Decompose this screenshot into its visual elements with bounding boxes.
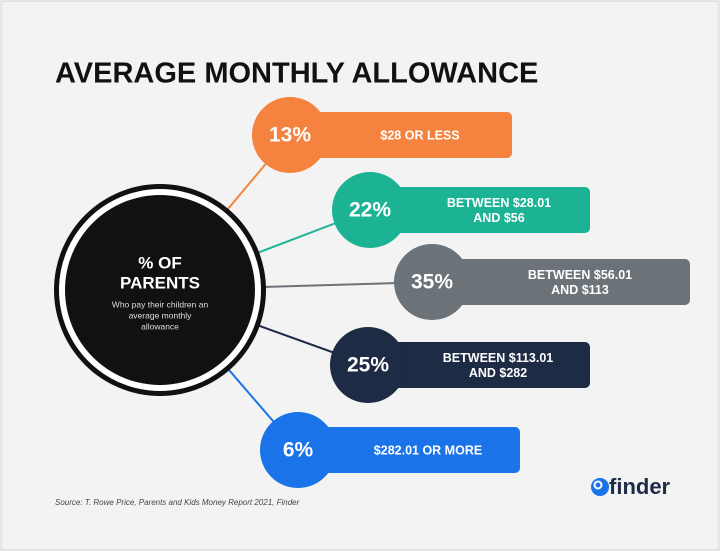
percent: 25%: [347, 354, 389, 377]
center-circle: [65, 195, 255, 385]
range-label: $28 OR LESS: [380, 128, 459, 142]
percent-circle: [394, 244, 470, 320]
logo-icon-glass: [593, 480, 603, 490]
percent-circle: [260, 412, 336, 488]
percent-circle: [252, 97, 328, 173]
range-label: $282.01 OR MORE: [374, 443, 482, 457]
pill: [432, 259, 690, 305]
range-label: BETWEEN $56.01: [528, 268, 632, 282]
percent-circle: [330, 327, 406, 403]
percent-circle: [332, 172, 408, 248]
range-label: AND $282: [469, 366, 527, 380]
pill: [290, 112, 512, 158]
logo: finder: [609, 474, 671, 499]
center-title: % OF: [138, 253, 181, 272]
percent: 35%: [411, 271, 453, 294]
center-subtitle: allowance: [141, 321, 179, 331]
center-subtitle: Who pay their children an: [112, 299, 209, 309]
range-label: BETWEEN $28.01: [447, 196, 551, 210]
title: AVERAGE MONTHLY ALLOWANCE: [55, 58, 538, 90]
pill: [298, 427, 520, 473]
percent: 6%: [283, 439, 314, 462]
center-subtitle: average monthly: [129, 310, 193, 320]
source: Source: T. Rowe Price, Parents and Kids …: [55, 498, 300, 507]
range-label: AND $56: [473, 211, 524, 225]
pill: [370, 187, 590, 233]
range-label: BETWEEN $113.01: [443, 351, 554, 365]
pill: [368, 342, 590, 388]
percent: 22%: [349, 199, 391, 222]
range-label: AND $113: [551, 283, 609, 297]
center-title: PARENTS: [120, 273, 200, 292]
percent: 13%: [269, 124, 311, 147]
